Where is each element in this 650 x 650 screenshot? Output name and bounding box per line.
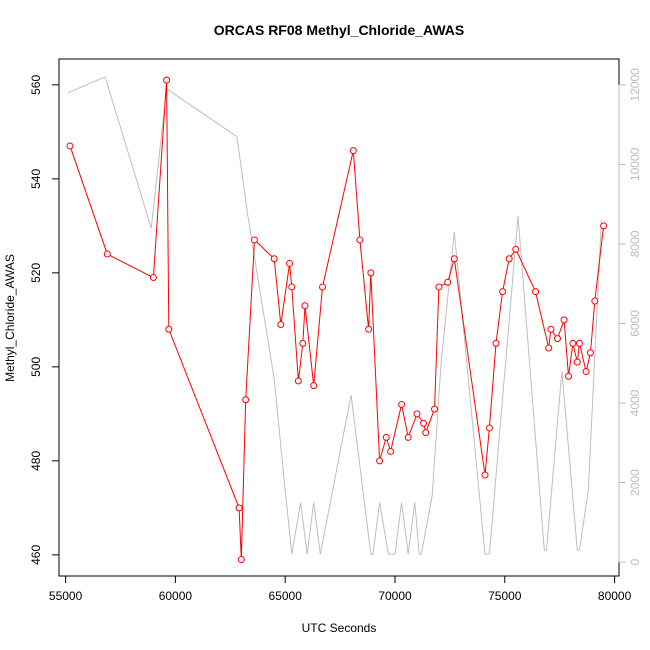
data-point [554, 335, 562, 343]
x-axis: 55000 60000 65000 70000 75000 80000 [49, 575, 632, 603]
right-y-tick-label: 6000 [628, 310, 642, 337]
data-point [387, 447, 395, 455]
data-point [422, 429, 430, 437]
data-point [492, 339, 500, 347]
data-point [512, 245, 520, 253]
data-point [163, 76, 171, 84]
x-tick-label: 75000 [488, 589, 522, 603]
data-point [532, 288, 540, 296]
data-point [485, 424, 493, 432]
y-tick-label: 560 [29, 75, 43, 95]
data-point [165, 325, 173, 333]
data-point [435, 283, 443, 291]
data-point [481, 471, 489, 479]
right-y-tick-label: 4000 [628, 389, 642, 416]
data-point [586, 349, 594, 357]
data-point [103, 250, 111, 258]
data-point [547, 325, 555, 333]
data-point [569, 339, 577, 347]
right-y-tick-label: 2000 [628, 469, 642, 496]
x-tick-label: 80000 [598, 589, 632, 603]
data-point [431, 405, 439, 413]
y-axis: 460 480 500 520 540 560 [29, 75, 60, 565]
data-point [420, 419, 428, 427]
data-point [575, 339, 583, 347]
data-point [505, 255, 513, 263]
y-axis-label: Methyl_Chloride_AWAS [3, 254, 17, 382]
data-point [286, 259, 294, 267]
x-tick-label: 65000 [269, 589, 303, 603]
data-point [564, 372, 572, 380]
data-point [270, 255, 278, 263]
data-point [444, 278, 452, 286]
data-point [376, 457, 384, 465]
data-point [277, 321, 285, 329]
data-point [450, 255, 458, 263]
data-point [149, 274, 157, 282]
data-point [242, 396, 250, 404]
right-y-tick-label: 8000 [628, 230, 642, 257]
right-y-tick-label: 10000 [628, 147, 642, 181]
data-point [356, 236, 364, 244]
data-point [301, 302, 309, 310]
y-tick-label: 520 [29, 263, 43, 283]
plot-frame [58, 58, 620, 577]
data-point [237, 556, 245, 564]
right-y-tick-label: 0 [628, 558, 642, 565]
data-point [235, 504, 243, 512]
x-tick-label: 60000 [159, 589, 193, 603]
data-point [288, 283, 296, 291]
data-point [66, 142, 74, 150]
chart-title: ORCAS RF08 Methyl_Chloride_AWAS [214, 22, 465, 38]
data-point [413, 410, 421, 418]
y-tick-label: 540 [29, 169, 43, 189]
data-point [591, 297, 599, 305]
data-point [382, 433, 390, 441]
data-point [573, 358, 581, 366]
x-tick-label: 70000 [378, 589, 412, 603]
data-point [582, 368, 590, 376]
series-layer [66, 76, 608, 564]
primary-series-line [69, 80, 605, 560]
data-point [310, 382, 318, 390]
right-y-tick-label: 12000 [628, 68, 642, 102]
data-point [319, 283, 327, 291]
x-axis-label: UTC Seconds [302, 621, 377, 635]
data-point [560, 316, 568, 324]
right-y-axis: 0 2000 4000 6000 8000 10000 12000 [618, 68, 642, 565]
secondary-series-line [67, 76, 602, 555]
data-point [404, 433, 412, 441]
data-point [294, 377, 302, 385]
y-tick-label: 460 [29, 545, 43, 565]
x-tick-label: 55000 [49, 589, 83, 603]
data-point [365, 325, 373, 333]
data-point [398, 400, 406, 408]
data-point [250, 236, 258, 244]
data-point [299, 339, 307, 347]
y-tick-label: 500 [29, 357, 43, 377]
data-point [367, 269, 375, 277]
data-point [349, 147, 357, 155]
data-point [545, 344, 553, 352]
y-tick-label: 480 [29, 451, 43, 471]
data-point [600, 222, 608, 230]
data-point [499, 288, 507, 296]
